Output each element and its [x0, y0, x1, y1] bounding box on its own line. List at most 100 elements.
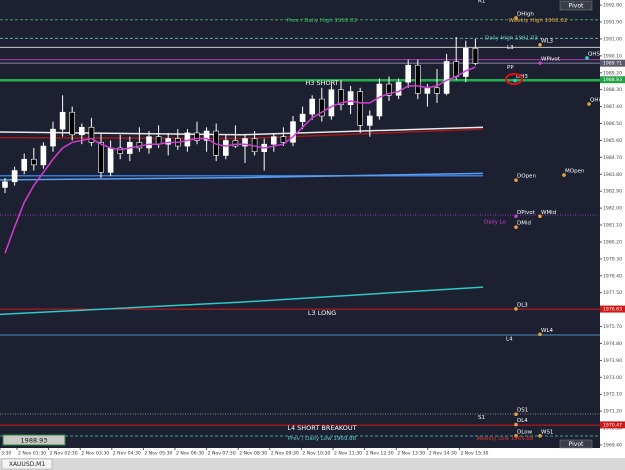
level-label: QHS — [588, 51, 600, 57]
level-dot — [514, 434, 518, 438]
candle-body — [88, 126, 95, 143]
x-tick-label: 3:30 — [1, 451, 11, 457]
y-tick-label: 1981.10 — [603, 223, 622, 229]
level-dot — [538, 332, 542, 337]
level-label: DHigh — [517, 11, 534, 17]
tab-bar — [0, 458, 625, 470]
candle-body — [434, 87, 440, 94]
candle-body — [424, 87, 431, 94]
level-dot — [514, 412, 518, 417]
pivot-button[interactable] — [559, 0, 593, 11]
level-label: S1 — [478, 415, 485, 421]
level-dot — [513, 78, 517, 83]
candle-body — [462, 48, 469, 77]
moving-average — [4, 66, 476, 254]
level-label: L4 SHORT BREAKOUT — [287, 424, 356, 432]
level-dot — [538, 434, 542, 438]
trend-line — [0, 128, 484, 140]
candle-body — [98, 142, 104, 173]
candle-body — [443, 61, 450, 94]
y-tick-label: 1990.10 — [603, 53, 622, 59]
candle-body — [194, 132, 200, 141]
candle-body — [107, 147, 114, 173]
candle-body — [59, 111, 66, 130]
level-label: DMid — [517, 221, 531, 227]
candle-body — [21, 158, 28, 171]
level-label: DL4 — [517, 418, 528, 424]
candle-body — [242, 138, 248, 147]
candle-body — [50, 128, 56, 147]
level-label: WS1 — [541, 429, 553, 435]
price-badge-text: 1976.63 — [603, 307, 622, 313]
y-tick-label: 1973.90 — [603, 358, 622, 364]
candle-body — [309, 98, 316, 115]
price-axis-bg — [600, 0, 625, 458]
candle-body — [79, 126, 85, 136]
level-label: MOpen — [565, 169, 585, 175]
candle-body — [299, 113, 306, 122]
x-tick-label: 2 Nov 13:30 — [397, 451, 425, 457]
y-tick-label: 1970.30 — [603, 426, 622, 432]
level-label: L4 — [506, 337, 513, 343]
candle-body — [376, 83, 383, 117]
annotation-circle — [505, 73, 523, 85]
y-tick-label: 1982.90 — [603, 189, 622, 195]
bid-box — [2, 434, 66, 446]
candle-body — [290, 121, 296, 143]
price-badge — [600, 59, 625, 67]
level-dot — [514, 225, 518, 229]
level-label: WL3 — [541, 38, 554, 44]
symbol-tab-text[interactable]: XAUUSD,M1 — [9, 461, 46, 468]
x-tick-label: 2 Nov 12:30 — [366, 451, 394, 457]
candle-body — [146, 136, 152, 149]
level-label: Daily High 1991.03 — [485, 35, 538, 41]
price-badge-text: 1970.47 — [603, 422, 622, 428]
x-tick-label: 2 Nov 14:30 — [429, 451, 457, 457]
y-tick-label: 1971.20 — [603, 409, 622, 415]
candle-body — [328, 89, 335, 117]
x-tick-label: 2 Nov 07:30 — [208, 451, 236, 457]
x-tick-label: 2 Nov 09:30 — [271, 451, 299, 457]
candle-body — [223, 140, 229, 156]
candle-body — [69, 111, 75, 136]
symbol-tab[interactable] — [1, 458, 53, 470]
level-dot — [514, 307, 518, 311]
candle-body — [453, 61, 460, 77]
candle-body — [270, 136, 277, 145]
trend-line — [0, 286, 484, 316]
x-tick-label: 2 Nov 05:30 — [144, 451, 172, 457]
level-dot — [538, 214, 542, 219]
candle-body — [472, 48, 479, 64]
y-tick-label: 1980.20 — [603, 239, 622, 245]
candle-body — [280, 136, 287, 143]
candle-body — [366, 115, 373, 126]
y-tick-label: 1972.10 — [603, 392, 622, 398]
level-label: R1 — [478, 0, 485, 4]
x-tick-label: 2 Nov 10:30 — [302, 451, 330, 457]
y-tick-label: 1969.40 — [603, 442, 622, 448]
level-dot — [538, 61, 542, 65]
y-tick-label: 1991.90 — [603, 19, 622, 25]
x-tick-label: 2 Nov 01:30 — [18, 451, 46, 457]
pivot-button-text[interactable]: Pivot — [569, 441, 584, 448]
y-tick-label: 1974.80 — [603, 341, 622, 347]
candle-body — [357, 91, 364, 126]
price-badge — [600, 421, 625, 429]
level-label: DOpen — [517, 174, 536, 180]
candle-body — [203, 130, 210, 141]
y-tick-label: 1977.50 — [603, 290, 622, 296]
level-label: L3 — [507, 45, 514, 51]
price-badge-text: 1989.71 — [603, 61, 622, 67]
trend-line — [0, 172, 484, 181]
level-dot — [514, 214, 518, 219]
candle-body — [405, 64, 412, 83]
candle-body — [11, 170, 18, 183]
candle-body — [338, 89, 344, 106]
level-label: Daily Lo — [484, 220, 507, 226]
level-label: DL3 — [517, 302, 528, 308]
pivot-button[interactable] — [559, 439, 593, 449]
x-tick-label: 2 Nov 11:30 — [334, 451, 362, 457]
pivot-button-text[interactable]: Pivot — [569, 3, 584, 10]
